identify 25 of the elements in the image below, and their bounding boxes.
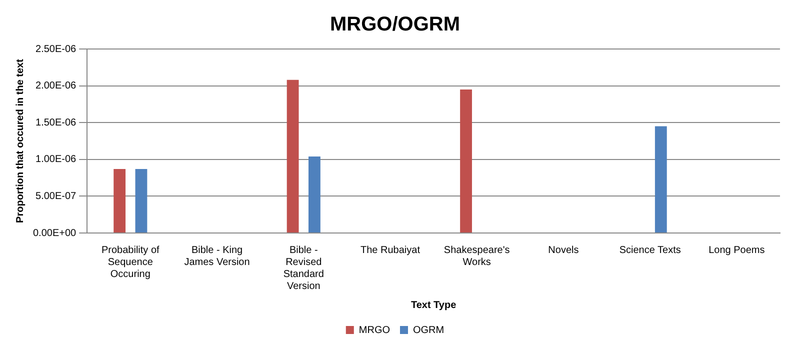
x-tick-label: Bible - Revised Standard Version bbox=[283, 244, 324, 292]
y-tick-label: 2.00E-06 bbox=[36, 80, 77, 92]
legend-label: MRGO bbox=[358, 324, 390, 336]
y-tick-label: 5.00E-07 bbox=[36, 190, 77, 202]
y-tick-label: 1.00E-06 bbox=[36, 154, 77, 166]
x-tick-label: Novels bbox=[548, 244, 579, 256]
bar bbox=[308, 156, 320, 232]
x-axis-title: Text Type bbox=[410, 300, 457, 311]
x-tick-label: Bible - King James Version bbox=[184, 244, 250, 268]
x-tick-label: The Rubaiyat bbox=[360, 244, 420, 256]
x-tick-label: Probability of Sequence Occuring bbox=[101, 244, 160, 280]
bar bbox=[114, 168, 126, 232]
y-axis-title: Proportion that occured in the text bbox=[14, 58, 26, 223]
chart-title: MRGO/OGRM bbox=[330, 14, 460, 36]
bar bbox=[654, 126, 667, 232]
y-tick-label: 0.00E+00 bbox=[32, 228, 77, 239]
legend-label: OGRM bbox=[413, 324, 444, 336]
y-tick-label: 2.50E-06 bbox=[36, 44, 77, 55]
bar bbox=[460, 89, 472, 232]
bar bbox=[286, 80, 299, 232]
bar bbox=[135, 168, 148, 232]
x-tick-label: Shakespeare's Works bbox=[444, 244, 510, 268]
y-tick-label: 1.50E-06 bbox=[36, 117, 77, 128]
x-tick-label: Long Poems bbox=[708, 244, 765, 256]
x-tick-label: Science Texts bbox=[619, 244, 681, 256]
